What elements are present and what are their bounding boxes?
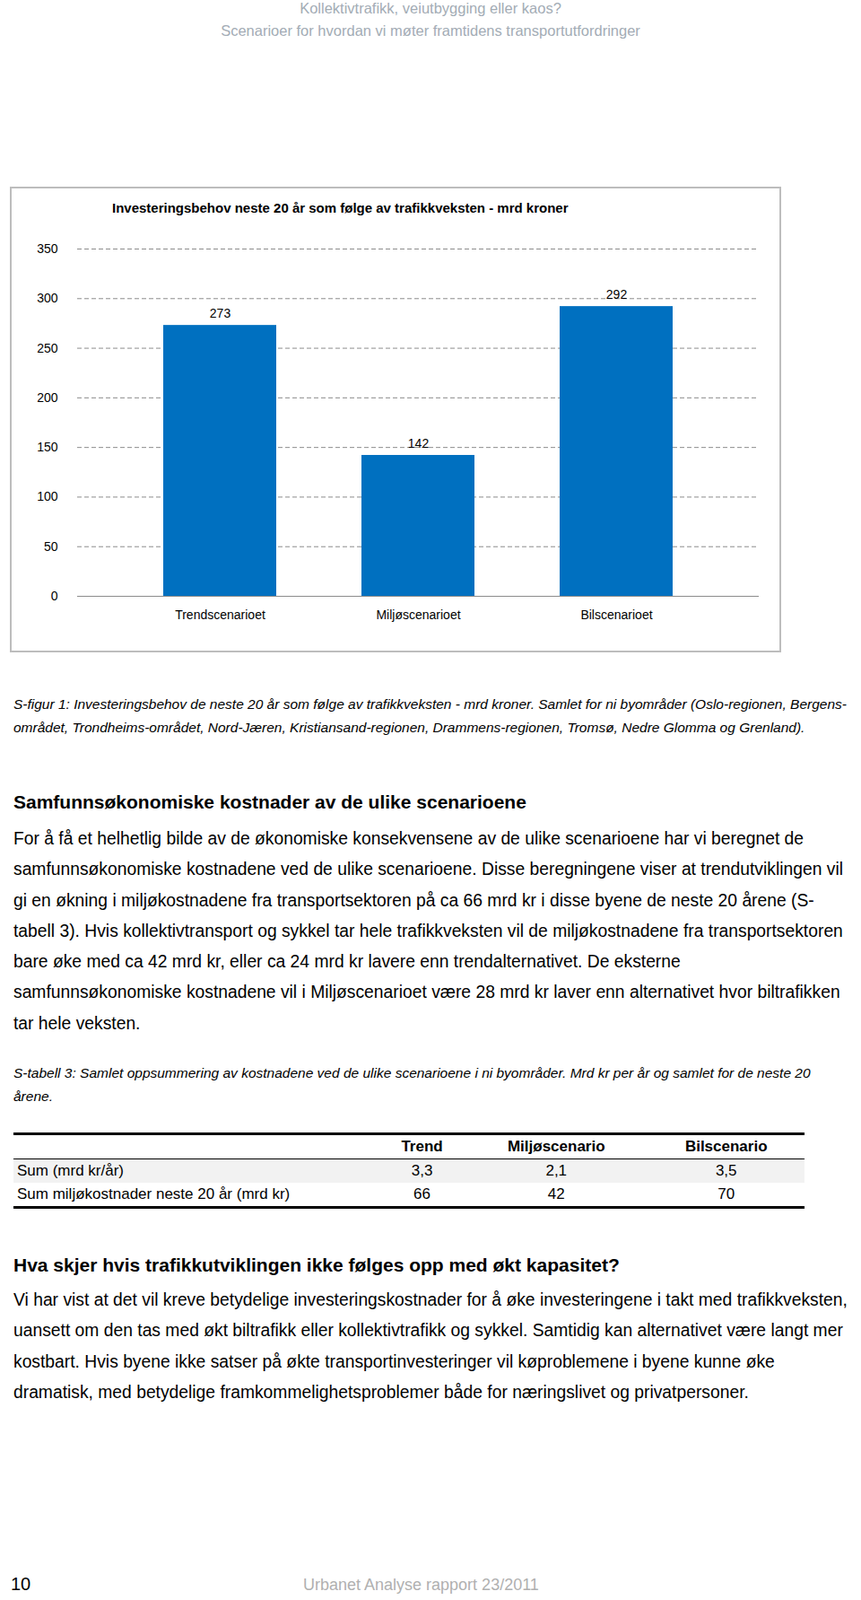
- svg-text:292: 292: [606, 287, 628, 302]
- html-text:Hva skjer hvis trafikkutviklin: Hva skjer hvis trafikkutviklingen ikke f…: [13, 1253, 620, 1275]
- html-text:Sum miljøkostnader neste 20 år: Sum miljøkostnader neste 20 år (mrd kr): [17, 1184, 290, 1202]
- svg-text:Bilscenarioet: Bilscenarioet: [580, 607, 653, 622]
- html-text:10: 10: [10, 1573, 31, 1593]
- svg-text:50: 50: [43, 539, 59, 554]
- html-text:S-figur 1: Investeringsbehov d: S-figur 1: Investeringsbehov de neste 20…: [13, 695, 847, 735]
- svg-text:150: 150: [36, 439, 59, 454]
- html-text:Trend: Trend: [401, 1137, 443, 1155]
- svg-text:250: 250: [36, 340, 59, 356]
- html-text:S-tabell 3: Samlet oppsummerin: S-tabell 3: Samlet oppsummering av kostn…: [13, 1064, 811, 1104]
- html-text:Investeringsbehov neste 20 år: Investeringsbehov neste 20 år som følge …: [112, 200, 569, 216]
- svg-text:100: 100: [36, 488, 59, 504]
- html-text:Samfunnsøkonomiske kostnader a: Samfunnsøkonomiske kostnader av de ulike…: [13, 791, 527, 812]
- html-text:Vi har vist at det vil kreve b: Vi har vist at det vil kreve betydelige …: [13, 1289, 848, 1401]
- html-text:Kollektivtrafikk, veiutbygging: Kollektivtrafikk, veiutbygging eller kao…: [299, 0, 562, 17]
- html-text:For å få et helhetlig bilde av: For å få et helhetlig bilde av de økonom…: [13, 828, 844, 1033]
- svg-text:Miljøscenarioet: Miljøscenarioet: [375, 607, 461, 622]
- html-text:3,5: 3,5: [715, 1161, 737, 1179]
- svg-text:300: 300: [36, 290, 59, 305]
- svg-text:350: 350: [36, 241, 59, 256]
- html-text:3,3: 3,3: [411, 1161, 433, 1179]
- html-text:66: 66: [413, 1184, 431, 1202]
- html-text:42: 42: [547, 1184, 565, 1202]
- svg-text:0: 0: [51, 588, 59, 603]
- html-text:2,1: 2,1: [545, 1161, 567, 1179]
- svg-text:Trendscenarioet: Trendscenarioet: [174, 607, 266, 622]
- html-text:Scenarioer for hvordan vi møte: Scenarioer for hvordan vi møter framtide…: [220, 22, 641, 39]
- html-text:Urbanet Analyse rapport 23/201: Urbanet Analyse rapport 23/2011: [303, 1574, 539, 1593]
- svg-text:273: 273: [209, 305, 232, 321]
- svg-text:142: 142: [408, 435, 430, 451]
- html-text:70: 70: [717, 1184, 735, 1202]
- html-text:Sum (mrd kr/år): Sum (mrd kr/år): [17, 1161, 124, 1179]
- svg-text:200: 200: [36, 390, 59, 405]
- html-text:Miljøscenario: Miljøscenario: [507, 1137, 606, 1155]
- html-text:Bilscenario: Bilscenario: [685, 1137, 768, 1155]
